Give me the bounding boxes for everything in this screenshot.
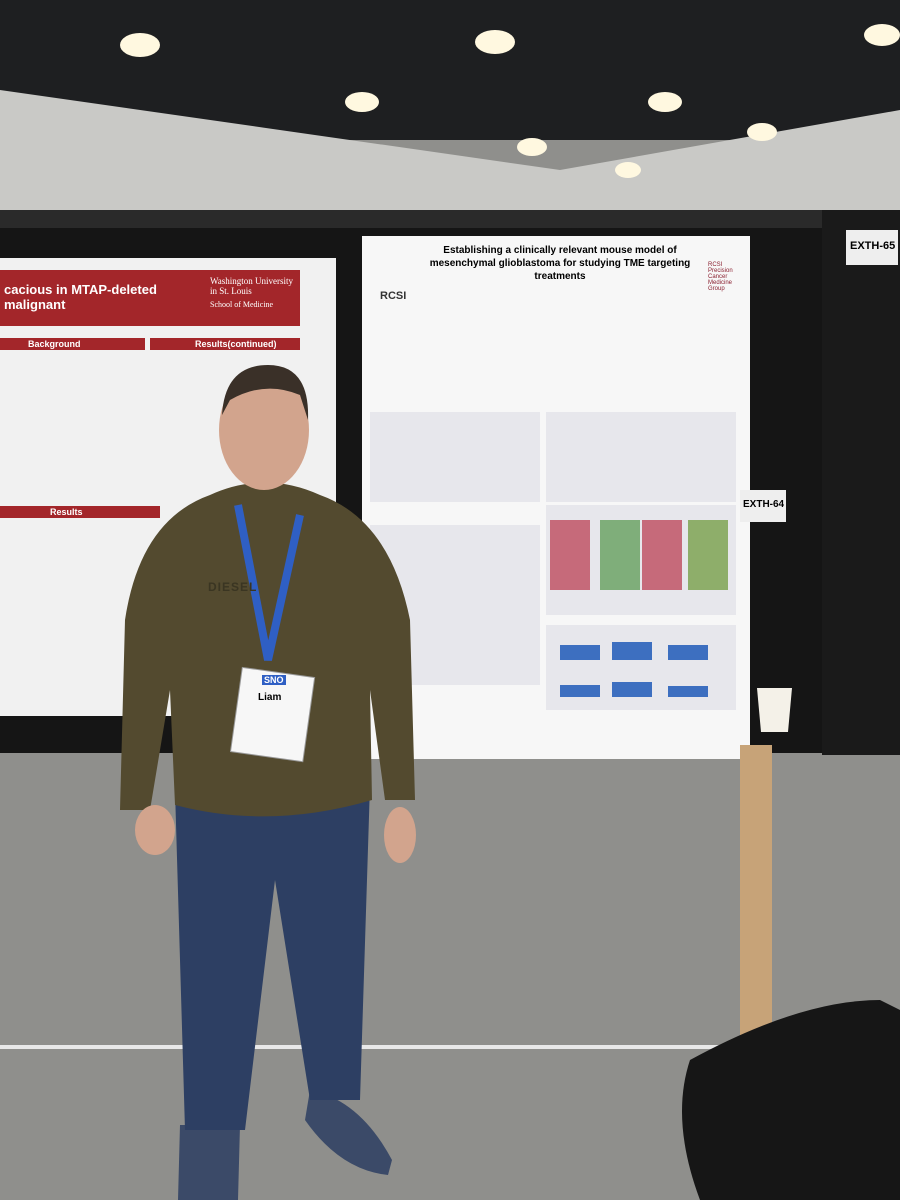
section-heading: Results: [50, 507, 83, 517]
badge-org: SNO: [262, 675, 286, 685]
figure-panel: [546, 412, 736, 502]
sign: [846, 230, 898, 265]
cup: [757, 688, 792, 732]
wall-band: [0, 210, 900, 230]
figure-panel: [370, 412, 540, 502]
shoe: [305, 1090, 392, 1175]
badge-name: Liam: [258, 692, 282, 703]
section-bar: [0, 338, 145, 350]
section-bar: [150, 338, 300, 350]
board-number: EXTH-65: [850, 240, 896, 252]
hair: [222, 365, 309, 420]
floor-line: [0, 1045, 740, 1049]
poster-title: Establishing a clinically relevant mouse…: [429, 245, 691, 282]
head: [219, 370, 309, 490]
logo: RCSI: [380, 290, 407, 302]
partner-logo: RCSI Precision Cancer Medicine Group: [708, 262, 733, 292]
shoe: [178, 1125, 240, 1200]
section-heading: Results(continued): [195, 339, 277, 349]
jeans: [175, 785, 370, 1130]
bag: [682, 1000, 900, 1200]
name-badge: [229, 666, 316, 763]
poster-board-right: [822, 210, 900, 755]
school: School of Medicine: [210, 300, 274, 309]
left-poster-header: [0, 270, 300, 326]
section-heading: Background: [28, 339, 81, 349]
hand: [135, 805, 175, 855]
lanyard: [234, 504, 304, 661]
back-wall: [0, 90, 900, 230]
heatmaps: [550, 520, 728, 590]
section-bar: [0, 506, 160, 518]
bar-charts: [560, 642, 708, 697]
hand: [384, 807, 416, 863]
poster-title: cacious in MTAP-deleted malignant: [4, 282, 157, 312]
sign: [740, 490, 786, 522]
hoodie-print: DIESEL: [208, 580, 258, 594]
ceiling-lights: [120, 24, 900, 178]
board-number: EXTH-64: [743, 499, 785, 510]
poster-tube: [740, 745, 772, 1075]
institution: Washington University in St. Louis: [210, 276, 294, 296]
figure-panel: [546, 625, 736, 710]
